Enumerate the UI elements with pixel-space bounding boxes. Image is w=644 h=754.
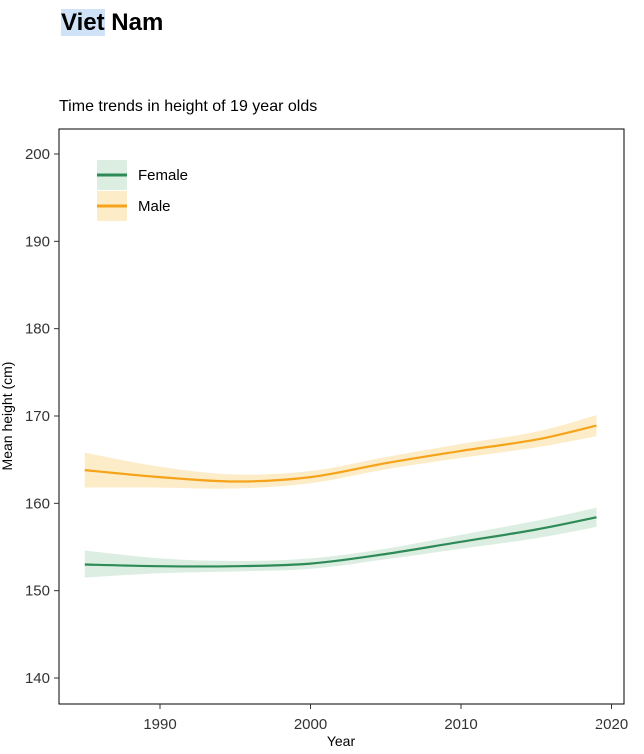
x-tick-label: 2000 [294, 716, 327, 733]
male-line [84, 424, 597, 483]
legend-male-label: Male [138, 198, 171, 215]
y-axis-title: Mean height (cm) [0, 362, 15, 471]
x-tick-label: 2010 [444, 716, 477, 733]
ci-bands [84, 415, 597, 578]
x-tick-label: 1990 [143, 716, 176, 733]
male-ci-band [84, 415, 597, 489]
y-tick-label: 160 [25, 495, 50, 512]
y-tick-label: 180 [25, 321, 50, 338]
y-tick-label: 150 [25, 583, 50, 600]
chart-title: Time trends in height of 19 year olds [59, 98, 318, 115]
country-title: Viet Nam [61, 9, 163, 37]
female-ci-band [84, 507, 597, 578]
female-line [84, 516, 597, 568]
y-tick-label: 190 [25, 233, 50, 250]
y-tick-label: 140 [25, 670, 50, 687]
x-tick-label: 2020 [595, 716, 628, 733]
y-tick-label: 170 [25, 408, 50, 425]
y-axis: 140 150 160 170 180 190 200 [25, 146, 59, 687]
legend-female-label: Female [138, 167, 188, 184]
legend: Female Male [97, 160, 188, 221]
y-tick-label: 200 [25, 146, 50, 163]
country-title-rest: Nam [104, 9, 164, 36]
watermark: 知乎 @天悬星河 [488, 715, 605, 734]
country-title-highlight: Viet [61, 9, 105, 36]
x-axis-title: Year [327, 733, 356, 749]
x-axis: 1990 2000 2010 2020 [143, 704, 628, 733]
series-lines [84, 424, 597, 568]
plot-frame [58, 128, 625, 705]
